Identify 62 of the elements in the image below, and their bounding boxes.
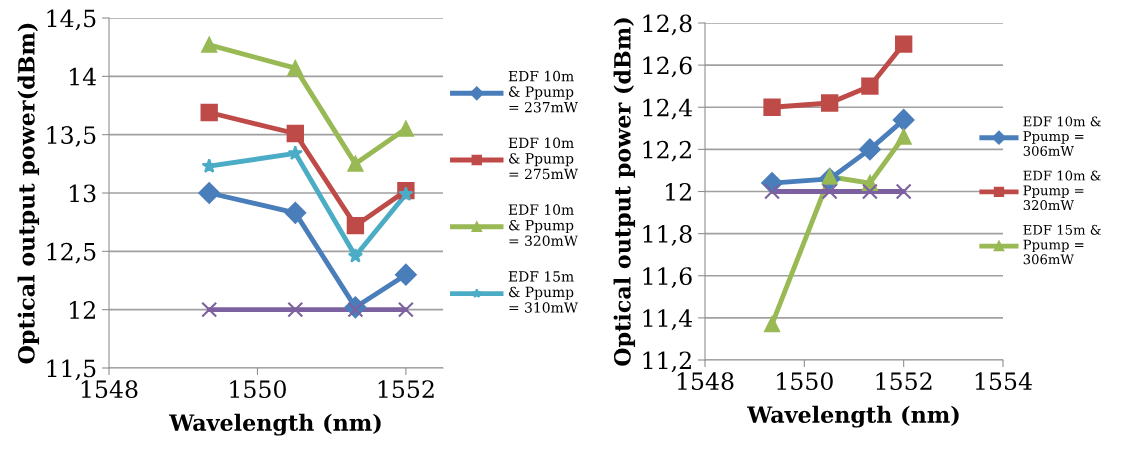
y-tick-label: 12	[70, 301, 95, 319]
point	[894, 35, 913, 53]
point	[201, 301, 218, 318]
point	[763, 98, 781, 116]
y-tick-label: 11,5	[47, 359, 96, 381]
y-axis-title: Optical output power(dBm)	[17, 23, 40, 364]
point	[347, 155, 364, 172]
x-tick-label: 1550	[230, 380, 286, 399]
point	[287, 145, 303, 160]
legend-label: EDF 15m & Ppump = 306mW	[1023, 224, 1101, 265]
x-tick-label: 1548	[677, 372, 734, 391]
point	[861, 77, 879, 95]
y-tick-label: 11,6	[643, 267, 692, 288]
legend-label: EDF 10m & Ppump = 320mW	[508, 204, 578, 246]
point	[895, 128, 912, 145]
y-axis-title: Optical output power (dBm)	[613, 18, 636, 366]
legend-label: EDF 10m & Ppump = 306mW	[1023, 116, 1101, 156]
x-tick-label: 1552	[378, 380, 434, 399]
y-tick-label: 12,4	[643, 98, 693, 120]
point	[198, 182, 221, 204]
point	[859, 138, 881, 161]
y-tick-label: 13,5	[47, 126, 96, 147]
y-tick-label: 14	[70, 67, 97, 86]
point	[201, 36, 218, 53]
x-tick-label: 1550	[777, 372, 833, 391]
point	[892, 109, 915, 131]
y-tick-label: 12	[666, 182, 691, 201]
point	[287, 301, 304, 318]
y-tick-label: 13	[70, 184, 96, 203]
x-tick-label: 1554	[975, 372, 1032, 391]
point	[200, 103, 218, 122]
y-tick-label: 11,4	[643, 309, 693, 331]
point	[861, 183, 878, 200]
x-axis-title: Wavelength (nm)	[747, 405, 959, 428]
point	[284, 201, 307, 224]
point	[201, 158, 217, 173]
point	[346, 216, 365, 235]
y-tick-label: 12,6	[643, 56, 692, 78]
y-tick-label: 12,8	[643, 14, 692, 36]
legend-label: EDF 10m & Ppump = 237mW	[508, 70, 578, 113]
point	[398, 186, 414, 201]
point	[347, 248, 364, 263]
y-tick-label: 14,5	[47, 9, 96, 31]
x-tick-label: 1552	[876, 372, 932, 391]
point	[397, 301, 414, 318]
y-tick-label: 12,2	[643, 140, 691, 162]
x-axis-title: Wavelength (nm)	[169, 413, 381, 436]
point	[764, 316, 781, 333]
y-tick-label: 11,2	[643, 351, 691, 373]
legend-label: EDF 15m & Ppump = 310mW	[508, 271, 578, 313]
point	[895, 183, 912, 200]
x-tick-label: 1548	[81, 380, 138, 399]
legend-label: EDF 10m & Ppump = 320mW	[1023, 170, 1101, 211]
y-tick-label: 12,5	[47, 242, 96, 264]
point	[820, 94, 839, 112]
point	[287, 60, 304, 77]
point	[286, 124, 304, 143]
legend-label: EDF 10m & Ppump = 275mW	[508, 137, 578, 180]
point	[821, 183, 838, 200]
y-tick-label: 11,8	[643, 225, 692, 246]
point	[397, 120, 414, 137]
point	[395, 263, 417, 286]
